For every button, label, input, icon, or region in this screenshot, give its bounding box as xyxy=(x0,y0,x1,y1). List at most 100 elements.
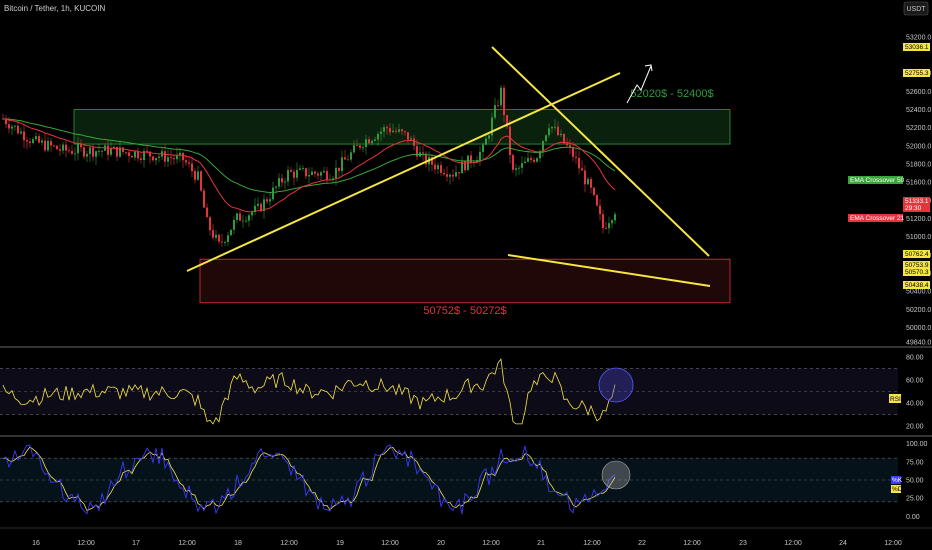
time-axis[interactable]: 16 12:00 17 12:00 18 12:00 19 12:00 20 12:00 21 12:… xyxy=(32,540,902,547)
stoch-tag xyxy=(891,476,901,484)
candle-body xyxy=(296,169,298,178)
candle-body xyxy=(251,212,253,216)
candle-body xyxy=(68,150,70,152)
candle-body xyxy=(449,174,451,177)
candle-body xyxy=(611,220,613,224)
time-tick-label: 23 xyxy=(739,540,747,547)
candle-body xyxy=(344,157,346,160)
candle-body xyxy=(458,172,460,174)
candle-body xyxy=(494,105,496,118)
candle-body xyxy=(80,144,82,148)
candle-body xyxy=(491,117,493,136)
price-tag-label: 29:30 xyxy=(905,205,922,212)
candle-body xyxy=(128,152,130,156)
price-tag xyxy=(903,197,930,205)
candle-body xyxy=(563,133,565,144)
candle-body xyxy=(230,229,232,236)
trend-line-support[interactable] xyxy=(507,254,711,287)
candle-body xyxy=(566,143,568,146)
candle-body xyxy=(539,151,541,159)
candle-body xyxy=(218,234,220,242)
stoch-tick-label: 25.00 xyxy=(906,496,924,503)
candle-body xyxy=(587,179,589,185)
zone-label: 50752$ - 50272$ xyxy=(423,305,506,317)
candle-body xyxy=(206,207,208,218)
candle-body xyxy=(422,152,424,154)
stoch-tag-label: %K xyxy=(892,477,903,484)
candle-body xyxy=(287,170,289,182)
candle-body xyxy=(506,115,508,127)
candle-body xyxy=(308,175,310,177)
candle-body xyxy=(263,199,265,212)
rsi-tag-label: RSI xyxy=(890,396,901,403)
candle-body xyxy=(176,154,178,160)
price-tick-label: 50400.0 xyxy=(906,289,931,296)
trend-line-descending[interactable] xyxy=(491,46,710,257)
candle-body xyxy=(209,217,211,231)
rsi-tick-label: 40.00 xyxy=(906,401,924,408)
candle-body xyxy=(578,157,580,169)
time-tick-label: 19 xyxy=(336,540,344,547)
ema-legend-label: EMA Crossover 21 xyxy=(850,215,905,222)
candle-body xyxy=(149,151,151,157)
candle-body xyxy=(434,164,436,170)
candle-body xyxy=(551,127,553,129)
candle-body xyxy=(71,151,73,154)
zone-box[interactable] xyxy=(199,258,731,304)
candle-body xyxy=(335,167,337,179)
stoch-band xyxy=(0,458,898,502)
time-tick-label: 16 xyxy=(32,540,40,547)
candle-body xyxy=(518,167,520,169)
time-tick-label: 20 xyxy=(437,540,445,547)
stoch-tick-label: 100.00 xyxy=(906,441,928,448)
candle-body xyxy=(11,126,13,129)
candle-body xyxy=(92,147,94,157)
candle-body xyxy=(194,171,196,180)
zone-box[interactable] xyxy=(73,109,731,145)
trend-line-ascending[interactable] xyxy=(186,72,621,272)
price-tag-label: 53036.1 xyxy=(905,44,929,51)
candle-body xyxy=(143,151,145,160)
time-tick-label: 12:00 xyxy=(77,540,95,547)
candle-body xyxy=(593,187,595,196)
stoch-k-line xyxy=(2,444,616,515)
currency-button[interactable]: USDT xyxy=(903,1,929,16)
candle-body xyxy=(221,241,223,243)
price-tag-label: 50570.3 xyxy=(905,269,929,276)
candle-body xyxy=(56,145,58,150)
price-pane[interactable]: 52020$ - 52400$ 50752$ - 50272$ xyxy=(2,46,731,317)
highlight-circle[interactable] xyxy=(601,460,631,490)
candle-body xyxy=(386,127,388,129)
stoch-rsi-pane[interactable] xyxy=(0,444,898,515)
time-tick-label: 12:00 xyxy=(784,540,802,547)
candle-body xyxy=(293,171,295,178)
candle-body xyxy=(86,154,88,157)
candle-body xyxy=(599,205,601,215)
candle-body xyxy=(272,187,274,200)
candle-body xyxy=(407,132,409,140)
candle-body xyxy=(410,138,412,140)
candle-body xyxy=(323,171,325,173)
candle-body xyxy=(32,139,34,144)
candle-body xyxy=(554,126,556,128)
price-axis[interactable]: 53200.052800.052600.052400.052200.052000… xyxy=(848,34,931,521)
candle-body xyxy=(134,151,136,158)
stoch-tick-label: 0.00 xyxy=(906,514,920,521)
candle-body xyxy=(602,214,604,228)
candle-body xyxy=(536,158,538,162)
candle-body xyxy=(341,157,343,171)
candle-body xyxy=(521,163,523,168)
highlight-circle[interactable] xyxy=(598,367,634,403)
candle-body xyxy=(269,199,271,202)
candle-body xyxy=(557,126,559,136)
candle-body xyxy=(239,213,241,221)
price-tag-label: 50438.4 xyxy=(905,282,929,289)
candle-body xyxy=(533,159,535,162)
candle-body xyxy=(581,168,583,171)
candle-body xyxy=(374,139,376,141)
candle-body xyxy=(461,161,463,174)
candle-body xyxy=(500,87,502,106)
rsi-pane[interactable] xyxy=(0,358,898,425)
candle-body xyxy=(362,146,364,148)
